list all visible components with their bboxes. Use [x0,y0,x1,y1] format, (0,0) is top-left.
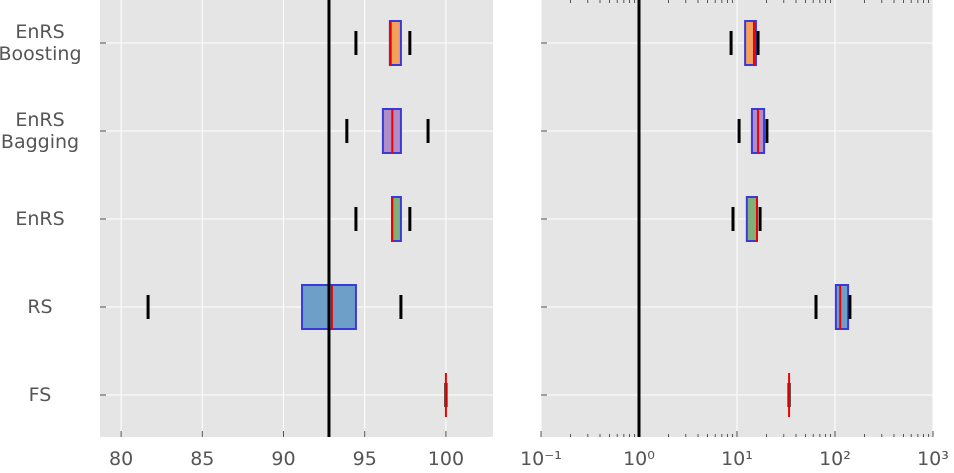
x-tick-label: 10² [819,448,851,470]
box [745,196,759,242]
x-tick-label: 85 [190,448,214,470]
y-tick-label: EnRS Boosting [0,21,82,65]
box [834,284,850,330]
x-tick-label: 80 [109,448,133,470]
box [744,20,757,66]
x-tick-label: 95 [353,448,377,470]
y-tick-label: EnRS [15,208,65,230]
x-tick-label: 10¹ [721,448,753,470]
y-tick-label: EnRS Bagging [0,109,80,153]
x-tick-label: 10³ [917,448,949,470]
box [390,196,402,242]
x-tick-label: 90 [271,448,295,470]
y-tick-label: RS [27,296,53,318]
x-tick-label: 10⁻¹ [520,448,562,470]
y-tick-label: FS [28,384,52,406]
x-tick-label: 10⁰ [623,448,655,470]
x-tick-label: 100 [428,448,464,470]
